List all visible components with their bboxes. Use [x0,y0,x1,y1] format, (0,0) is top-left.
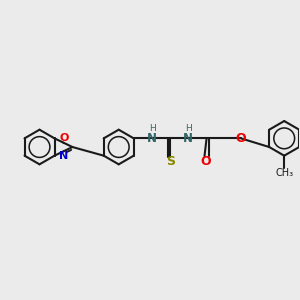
Text: N: N [147,132,157,145]
Text: N: N [59,152,69,161]
Text: O: O [200,155,211,168]
Text: O: O [59,133,69,142]
Text: H: H [185,124,191,133]
Text: H: H [149,124,156,133]
Text: O: O [236,132,246,145]
Text: N: N [183,132,193,145]
Text: S: S [166,155,175,168]
Text: CH₃: CH₃ [275,168,293,178]
